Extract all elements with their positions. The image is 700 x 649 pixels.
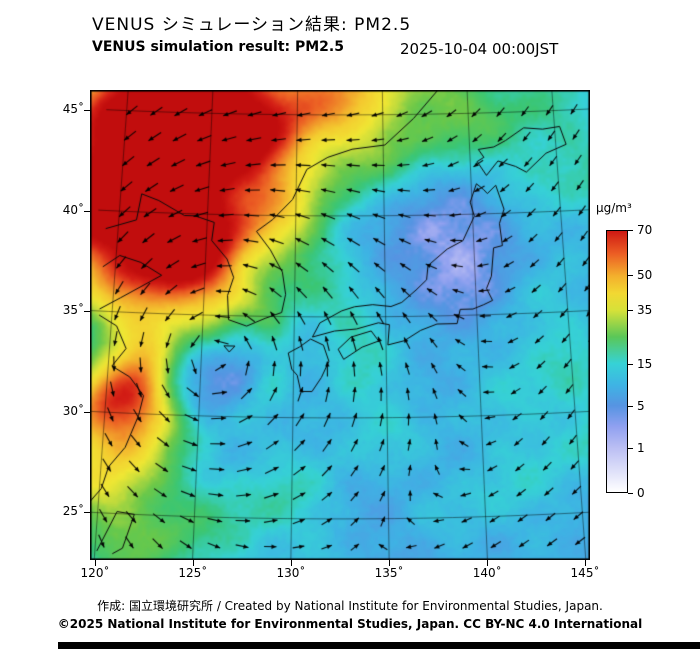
- lon-tick-label: 140˚: [467, 566, 507, 580]
- license-line: ©2025 National Institute for Environment…: [0, 617, 700, 631]
- lon-tick-label: 130˚: [271, 566, 311, 580]
- colorbar-tick-label: 35: [637, 303, 665, 317]
- simulation-map: 45˚ 40˚ 35˚ 30˚ 25˚ 120˚ 125˚ 130˚ 135˚ 140˚ 145˚: [90, 90, 590, 560]
- colorbar-tick-label: 70: [637, 223, 665, 237]
- credit-line: 作成: 国立環境研究所 / Created by National Instit…: [0, 597, 700, 614]
- lat-tick-mark: [84, 512, 90, 513]
- lat-tick-label: 25˚: [52, 504, 84, 518]
- lon-tick-mark: [585, 560, 586, 566]
- colorbar-tick-mark: [628, 230, 633, 231]
- pm25-map-canvas: [90, 90, 590, 560]
- colorbar-tick-label: 15: [637, 357, 665, 371]
- colorbar-gradient: [606, 230, 628, 493]
- bottom-bar: [58, 642, 700, 649]
- colorbar-tick-label: 5: [637, 399, 665, 413]
- lat-tick-label: 40˚: [52, 203, 84, 217]
- colorbar-tick-mark: [628, 364, 633, 365]
- colorbar-tick-mark: [628, 406, 633, 407]
- colorbar-tick-mark: [628, 310, 633, 311]
- lon-tick-label: 135˚: [369, 566, 409, 580]
- lat-tick-mark: [84, 110, 90, 111]
- lat-tick-label: 45˚: [52, 102, 84, 116]
- venus-pm25-page: VENUS シミュレーション結果: PM2.5 VENUS simulation…: [0, 0, 700, 649]
- lon-tick-mark: [95, 560, 96, 566]
- lat-tick-mark: [84, 311, 90, 312]
- lon-tick-mark: [291, 560, 292, 566]
- lat-tick-label: 35˚: [52, 303, 84, 317]
- colorbar-tick-label: 50: [637, 268, 665, 282]
- colorbar: µg/m³ 70 50 35 15 5 1 0: [606, 230, 628, 493]
- lat-tick-mark: [84, 211, 90, 212]
- lon-tick-mark: [193, 560, 194, 566]
- colorbar-tick-mark: [628, 448, 633, 449]
- lon-tick-mark: [487, 560, 488, 566]
- lat-tick-mark: [84, 412, 90, 413]
- page-title-english: VENUS simulation result: PM2.5: [92, 39, 344, 55]
- colorbar-tick-label: 1: [637, 441, 665, 455]
- lon-tick-label: 120˚: [75, 566, 115, 580]
- simulation-datetime: 2025-10-04 00:00JST: [400, 40, 558, 58]
- colorbar-unit-label: µg/m³: [596, 201, 632, 215]
- lon-tick-label: 145˚: [565, 566, 605, 580]
- lon-tick-label: 125˚: [173, 566, 213, 580]
- colorbar-tick-mark: [628, 275, 633, 276]
- lat-tick-label: 30˚: [52, 404, 84, 418]
- colorbar-tick-label: 0: [637, 486, 665, 500]
- lon-tick-mark: [389, 560, 390, 566]
- page-title-japanese: VENUS シミュレーション結果: PM2.5: [92, 10, 411, 35]
- colorbar-tick-mark: [628, 493, 633, 494]
